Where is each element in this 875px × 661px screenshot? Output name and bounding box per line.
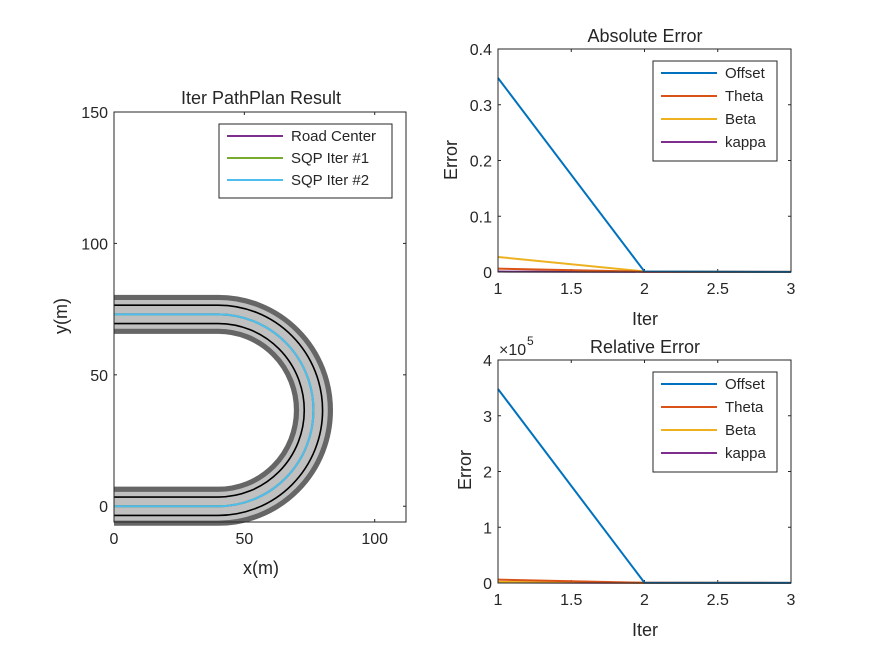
relative-error-scale-exponent: 5 xyxy=(527,334,534,348)
relative-error-xtick-label: 3 xyxy=(787,592,796,609)
absolute-error-legend-label: Offset xyxy=(725,65,766,82)
relative-error-xtick-label: 1 xyxy=(494,592,503,609)
path-plan-ytick-label: 100 xyxy=(81,236,108,253)
absolute-error-ytick-label: 0 xyxy=(483,265,492,282)
absolute-error-xtick-label: 1.5 xyxy=(560,281,582,298)
path-plan-ytick-label: 150 xyxy=(81,105,108,122)
path-plan-ylabel: y(m) xyxy=(51,298,71,334)
relative-error-xtick-label: 2 xyxy=(640,592,649,609)
path-plan-legend-label: Road Center xyxy=(291,128,376,145)
relative-error-ytick-label: 3 xyxy=(483,409,492,426)
absolute-error-xtick-label: 1 xyxy=(494,281,503,298)
relative-error-legend-label: kappa xyxy=(725,445,767,462)
relative-error-ylabel: Error xyxy=(455,450,475,490)
absolute-error-legend-label: Beta xyxy=(725,111,757,128)
path-plan-xtick-label: 100 xyxy=(361,531,388,548)
relative-error-title: Relative Error xyxy=(590,337,700,357)
path-plan-xtick-label: 50 xyxy=(235,531,253,548)
absolute-error-title: Absolute Error xyxy=(587,26,702,46)
path-plan-legend-label: SQP Iter #2 xyxy=(291,172,369,189)
absolute-error-ylabel: Error xyxy=(441,140,461,180)
relative-error-legend-label: Offset xyxy=(725,376,766,393)
relative-error-xlabel: Iter xyxy=(632,620,658,640)
path-plan-title: Iter PathPlan Result xyxy=(181,88,341,108)
absolute-error-legend-label: Theta xyxy=(725,88,764,105)
path-plan-xtick-label: 0 xyxy=(110,531,119,548)
relative-error-scale-base: ×10 xyxy=(499,342,526,359)
absolute-error-ytick-label: 0.3 xyxy=(470,98,492,115)
absolute-error-ytick-label: 0.1 xyxy=(470,209,492,226)
relative-error-legend-label: Beta xyxy=(725,422,757,439)
absolute-error-ytick-label: 0.2 xyxy=(470,154,492,171)
relative-error-ytick-label: 1 xyxy=(483,520,492,537)
relative-error-xtick-label: 1.5 xyxy=(560,592,582,609)
path-plan-xlabel: x(m) xyxy=(243,558,279,578)
path-plan-ytick-label: 50 xyxy=(90,368,108,385)
absolute-error-ytick-label: 0.4 xyxy=(470,42,492,59)
absolute-error-legend-label: kappa xyxy=(725,134,767,151)
absolute-error-xtick-label: 3 xyxy=(787,281,796,298)
path-plan-ytick-label: 0 xyxy=(99,499,108,516)
path-plan-legend-label: SQP Iter #1 xyxy=(291,150,369,167)
relative-error-xtick-label: 2.5 xyxy=(707,592,729,609)
relative-error-ytick-label: 0 xyxy=(483,576,492,593)
relative-error-ytick-label: 4 xyxy=(483,353,492,370)
relative-error-ytick-label: 2 xyxy=(483,465,492,482)
absolute-error-xtick-label: 2.5 xyxy=(707,281,729,298)
absolute-error-xtick-label: 2 xyxy=(640,281,649,298)
absolute-error-xlabel: Iter xyxy=(632,309,658,329)
relative-error-legend-label: Theta xyxy=(725,399,764,416)
